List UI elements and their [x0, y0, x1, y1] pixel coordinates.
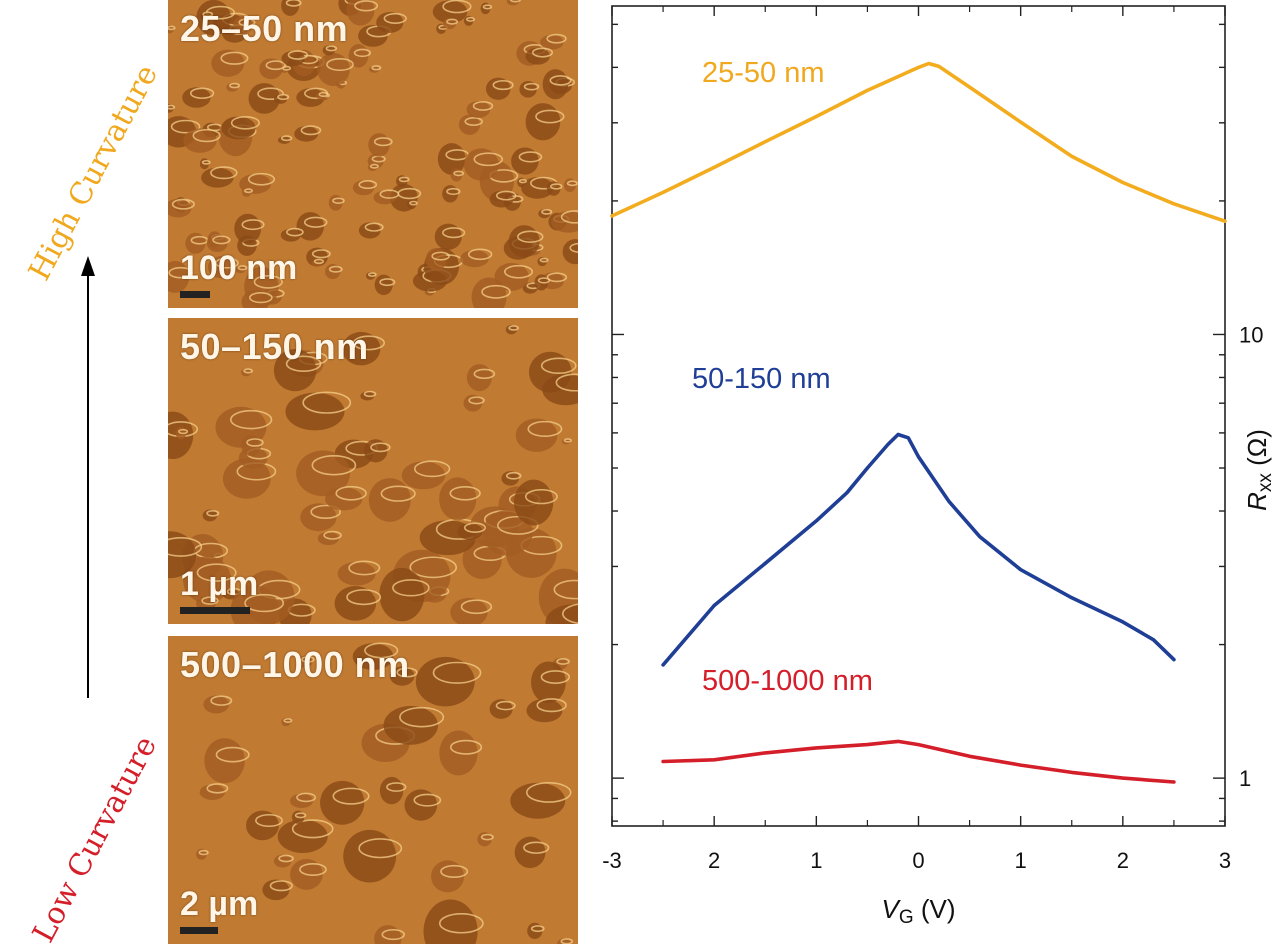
data-point [1019, 120, 1023, 124]
data-point [865, 88, 869, 92]
panel-title: 25–50 nm [180, 8, 349, 49]
data-point [1151, 638, 1155, 642]
x-tick-label: 3 [1219, 848, 1231, 873]
data-point [712, 603, 716, 607]
micrograph-500-1000nm: 500–1000 nm 2 µm [168, 636, 578, 944]
panel-title: 500–1000 nm [180, 644, 410, 685]
series-label: 25-50 nm [702, 57, 825, 89]
x-tick-label: 0 [912, 848, 924, 873]
data-point [661, 663, 665, 667]
data-point [712, 165, 716, 169]
data-point [1172, 658, 1176, 662]
data-point [917, 65, 920, 69]
micrograph-50-150nm: 50–150 nm 1 µm [168, 318, 578, 624]
data-point [865, 743, 869, 747]
series-label: 50-150 nm [692, 363, 831, 395]
x-tick-label: -3 [602, 848, 622, 873]
data-point [763, 561, 767, 565]
data-point [865, 466, 869, 470]
data-point [896, 433, 900, 437]
data-point [814, 519, 818, 523]
data-point [1172, 202, 1176, 206]
surface-texture [168, 0, 578, 308]
data-point [712, 758, 716, 762]
micrograph-25-50nm: 25–50 nm 100 nm [168, 0, 578, 308]
panel-title: 50–150 nm [180, 326, 369, 367]
data-point [917, 743, 920, 747]
data-point [763, 751, 767, 755]
scale-bar-label: 1 µm [180, 565, 259, 603]
data-point [814, 114, 818, 118]
x-tick-label: 1 [1015, 848, 1027, 873]
data-point [947, 500, 951, 504]
data-point [927, 62, 931, 66]
series-line [661, 739, 1176, 784]
data-point [896, 739, 900, 743]
data-point [968, 754, 972, 758]
data-point [661, 190, 665, 194]
data-point [845, 491, 849, 495]
data-point [1121, 181, 1125, 185]
data-point [937, 64, 941, 68]
data-point [917, 455, 920, 459]
scale-bar [180, 291, 210, 298]
data-point [1019, 568, 1023, 572]
data-point [1121, 620, 1125, 624]
surface-texture [168, 318, 578, 624]
data-point [968, 85, 972, 89]
surface-texture [168, 636, 578, 944]
data-point [1223, 219, 1227, 223]
data-point [978, 535, 982, 539]
data-point [1070, 596, 1074, 600]
x-tick-label: 1 [810, 848, 822, 873]
series-label: 500-1000 nm [702, 665, 873, 697]
x-tick-label: 2 [708, 848, 720, 873]
data-point [1172, 780, 1176, 784]
scale-bar [180, 927, 218, 934]
data-point [1070, 770, 1074, 774]
data-point [661, 760, 665, 764]
data-point [610, 214, 614, 218]
data-point [763, 140, 767, 144]
x-tick-label: 2 [1117, 848, 1129, 873]
data-point [886, 442, 890, 446]
y-axis-label: Rxx (Ω) [1242, 429, 1276, 511]
data-point [906, 436, 910, 440]
x-axis-label: VG (V) [881, 894, 955, 928]
scale-bar-label: 100 nm [180, 249, 298, 287]
y-tick-label: 1 [1239, 766, 1251, 791]
curvature-arrow [81, 256, 95, 698]
data-point [1121, 776, 1125, 780]
plot-frame [611, 5, 1226, 827]
series-line [661, 432, 1176, 667]
scale-bar [180, 607, 250, 614]
data-point [814, 746, 818, 750]
data-point [1070, 154, 1074, 158]
y-tick-label: 10 [1239, 322, 1263, 347]
data-point [1019, 763, 1023, 767]
scale-bar-label: 2 µm [180, 885, 259, 923]
